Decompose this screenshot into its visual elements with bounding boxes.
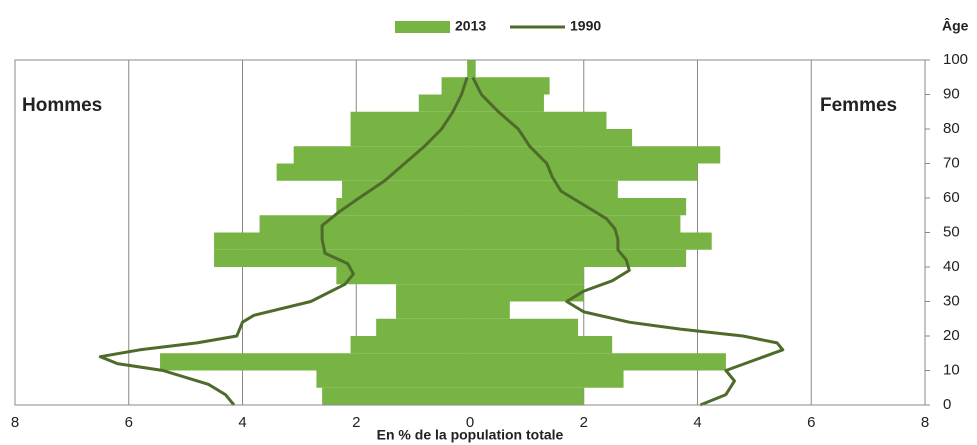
legend-label: 1990 [570,18,601,34]
bar [470,353,726,371]
bar [350,111,470,129]
legend-label: 2013 [455,18,486,34]
y-tick-label: 80 [943,120,960,137]
bar [293,146,470,164]
line [471,76,785,407]
bar [470,232,712,250]
x-tick-label: 0 [466,414,474,431]
y-tick-label: 70 [943,154,960,171]
bar [316,370,470,388]
bar [336,198,470,216]
bar [470,198,687,216]
bar [396,301,470,319]
bar [470,146,721,164]
bar [418,94,470,112]
y-tick-label: 40 [943,258,960,275]
bar [470,60,476,78]
y-tick-label: 30 [943,292,960,309]
legend-swatch [395,21,450,33]
x-tick-label: 2 [352,414,360,431]
x-tick-label: 4 [238,414,246,431]
bar [342,180,470,198]
bar [470,111,607,129]
bar [350,336,470,354]
x-tick-label: 8 [11,414,19,431]
bar [276,163,470,181]
bar [336,267,470,285]
bar [214,249,470,267]
bar [470,94,544,112]
x-tick-label: 2 [580,414,588,431]
x-tick-label: 8 [921,414,929,431]
x-tick-label: 6 [807,414,815,431]
bar [259,215,470,233]
bar [470,129,633,147]
y-tick-label: 60 [943,189,960,206]
bar [470,387,584,405]
bar [470,301,510,319]
bar [376,318,470,336]
right-label: Femmes [820,95,897,116]
bar [470,267,584,285]
bar [467,60,470,78]
left-label: Hommes [22,95,102,116]
bar [470,370,624,388]
y-tick-label: 0 [943,396,951,413]
y-tick-label: 90 [943,85,960,102]
y-tick-label: 10 [943,361,960,378]
bar [470,249,687,267]
bar [350,129,470,147]
bar [470,77,550,95]
y-tick-label: 50 [943,223,960,240]
line [98,76,469,406]
bar [470,180,618,198]
x-tick-label: 4 [693,414,701,431]
bar [396,284,470,302]
bar [470,318,579,336]
bar [470,215,681,233]
y-tick-label: 20 [943,327,960,344]
y-axis-label: Âge [942,17,969,34]
bar [470,163,698,181]
bar [160,353,470,371]
bar [214,232,470,250]
y-tick-label: 100 [943,51,968,68]
bar [470,284,584,302]
x-axis-label: En % de la population totale [377,427,564,443]
x-tick-label: 6 [125,414,133,431]
bar [322,387,470,405]
bar [470,336,613,354]
